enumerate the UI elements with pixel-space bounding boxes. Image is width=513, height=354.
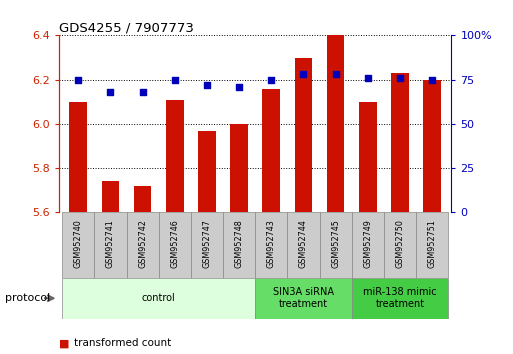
- Text: transformed count: transformed count: [74, 338, 172, 348]
- Point: [300, 72, 308, 77]
- Bar: [352, 278, 448, 319]
- Bar: [69, 102, 87, 212]
- Point: [364, 75, 372, 81]
- Text: GSM952748: GSM952748: [234, 219, 244, 268]
- Bar: [198, 131, 216, 212]
- Point: [331, 72, 340, 77]
- Point: [106, 89, 114, 95]
- Text: GSM952744: GSM952744: [299, 219, 308, 268]
- Bar: [255, 212, 287, 278]
- Bar: [134, 186, 151, 212]
- Text: GSM952742: GSM952742: [138, 219, 147, 268]
- Bar: [384, 212, 416, 278]
- Text: control: control: [142, 293, 175, 303]
- Bar: [287, 212, 320, 278]
- Bar: [127, 212, 159, 278]
- Bar: [62, 278, 255, 319]
- Point: [139, 89, 147, 95]
- Bar: [423, 80, 441, 212]
- Text: GSM952745: GSM952745: [331, 219, 340, 268]
- Point: [396, 75, 404, 81]
- Bar: [62, 212, 94, 278]
- Bar: [391, 73, 409, 212]
- Text: miR-138 mimic
treatment: miR-138 mimic treatment: [363, 287, 437, 309]
- Bar: [102, 182, 120, 212]
- Bar: [255, 278, 352, 319]
- Bar: [416, 212, 448, 278]
- Text: GSM952741: GSM952741: [106, 219, 115, 268]
- Point: [74, 77, 83, 82]
- Point: [428, 77, 436, 82]
- Bar: [320, 212, 352, 278]
- Text: GSM952751: GSM952751: [428, 219, 437, 268]
- Bar: [230, 124, 248, 212]
- Text: GDS4255 / 7907773: GDS4255 / 7907773: [59, 21, 194, 34]
- Point: [203, 82, 211, 88]
- Point: [235, 84, 243, 90]
- Bar: [263, 88, 280, 212]
- Bar: [191, 212, 223, 278]
- Text: GSM952746: GSM952746: [170, 219, 180, 268]
- Bar: [294, 58, 312, 212]
- Point: [267, 77, 275, 82]
- Text: ■: ■: [59, 338, 69, 348]
- Bar: [166, 99, 184, 212]
- Text: GSM952747: GSM952747: [203, 219, 211, 268]
- Bar: [359, 102, 377, 212]
- Text: GSM952740: GSM952740: [74, 219, 83, 268]
- Bar: [223, 212, 255, 278]
- Bar: [352, 212, 384, 278]
- Bar: [327, 35, 345, 212]
- Text: GSM952750: GSM952750: [396, 219, 404, 268]
- Text: GSM952743: GSM952743: [267, 219, 276, 268]
- Text: GSM952749: GSM952749: [363, 219, 372, 268]
- Bar: [94, 212, 127, 278]
- Point: [171, 77, 179, 82]
- Bar: [159, 212, 191, 278]
- Text: protocol: protocol: [5, 293, 50, 303]
- Text: SIN3A siRNA
treatment: SIN3A siRNA treatment: [273, 287, 334, 309]
